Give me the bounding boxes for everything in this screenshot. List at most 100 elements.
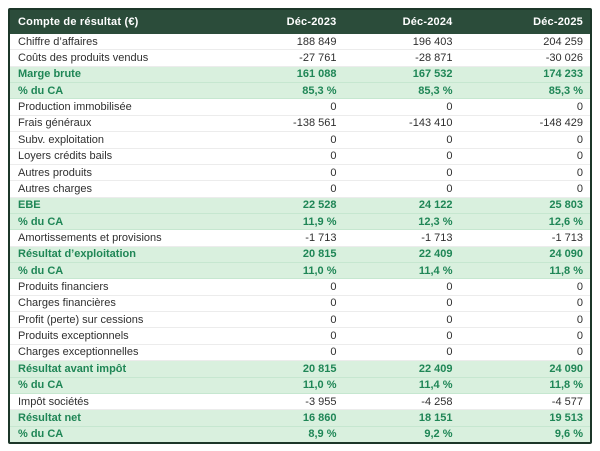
- row-label: Subv. exploitation: [10, 131, 254, 149]
- row-label: % du CA: [10, 262, 254, 280]
- row-value: 196 403: [343, 34, 460, 51]
- row-label: Produits exceptionnels: [10, 327, 254, 345]
- row-value: 85,3 %: [253, 82, 344, 100]
- row-value: 85,3 %: [343, 82, 460, 100]
- row-value: 174 233: [459, 66, 590, 84]
- row-value: -143 410: [343, 115, 460, 133]
- table-row: Autres produits 0 0 0: [10, 164, 590, 182]
- row-value: 11,8 %: [459, 377, 590, 394]
- row-value: 11,0 %: [253, 377, 344, 394]
- row-label: Charges exceptionnelles: [10, 344, 254, 362]
- row-value: 12,6 %: [459, 213, 590, 231]
- row-value: -4 577: [459, 393, 590, 411]
- row-value: -30 026: [459, 49, 590, 67]
- row-label: Marge brute: [10, 66, 254, 84]
- row-value: 204 259: [459, 34, 590, 51]
- row-value: 0: [253, 148, 344, 165]
- row-value: -148 429: [459, 115, 590, 133]
- table-row: Frais généraux -138 561 -143 410 -148 429: [10, 115, 590, 133]
- table-row: Charges exceptionnelles 0 0 0: [10, 344, 590, 362]
- summary-row: % du CA 11,0 % 11,4 % 11,8 %: [10, 377, 590, 394]
- row-label: Profit (perte) sur cessions: [10, 311, 254, 329]
- table-row: Produits exceptionnels 0 0 0: [10, 327, 590, 345]
- row-value: 167 532: [343, 66, 460, 84]
- row-value: -4 258: [343, 393, 460, 411]
- summary-row: Résultat d’exploitation 20 815 22 409 24 09…: [10, 246, 590, 264]
- row-value: -1 713: [459, 229, 590, 247]
- summary-row: Résultat net 16 860 18 151 19 513: [10, 409, 590, 427]
- row-value: 0: [343, 131, 460, 149]
- row-label: % du CA: [10, 213, 254, 231]
- row-value: 0: [253, 98, 344, 116]
- row-value: -28 871: [343, 49, 460, 67]
- row-value: 8,9 %: [253, 426, 344, 442]
- row-value: 24 122: [343, 197, 460, 214]
- table-row: Coûts des produits vendus -27 761 -28 871-…: [10, 49, 590, 67]
- row-value: 16 860: [253, 409, 344, 427]
- row-value: 20 815: [253, 360, 344, 378]
- row-value: -27 761: [253, 49, 344, 67]
- table-row: Loyers crédits bails 0 0 0: [10, 148, 590, 165]
- table-row: Amortissements et provisions -1 713 -1 713…: [10, 229, 590, 247]
- summary-row: % du CA 8,9 % 9,2 % 9,6 %: [10, 426, 590, 442]
- summary-row: % du CA 85,3 % 85,3 % 85,3 %: [10, 82, 590, 100]
- row-value: 0: [459, 180, 590, 198]
- row-label: Impôt sociétés: [10, 393, 254, 411]
- row-value: -3 955: [253, 393, 344, 411]
- row-value: 11,4 %: [343, 377, 460, 394]
- row-label: Résultat d’exploitation: [10, 246, 254, 264]
- summary-row: % du CA 11,9 % 12,3 % 12,6 %: [10, 213, 590, 231]
- row-value: 9,2 %: [343, 426, 460, 442]
- table-row: Subv. exploitation 0 0 0: [10, 131, 590, 149]
- row-label: Frais généraux: [10, 115, 254, 133]
- table-row: Charges financières 0 0 0: [10, 295, 590, 313]
- row-value: 0: [343, 148, 460, 165]
- income-statement-table: Compte de résultat (€) Déc-2023 Déc-2024…: [8, 8, 592, 444]
- row-value: 0: [343, 295, 460, 313]
- row-value: 0: [343, 164, 460, 182]
- row-value: 0: [459, 327, 590, 345]
- row-value: 0: [253, 327, 344, 345]
- row-label: Production immobilisée: [10, 98, 254, 116]
- row-value: 0: [253, 344, 344, 362]
- row-label: Chiffre d’affaires: [10, 34, 254, 51]
- row-label: Amortissements et provisions: [10, 229, 254, 247]
- row-value: 85,3 %: [459, 82, 590, 100]
- row-value: 11,8 %: [459, 262, 590, 280]
- row-value: 22 528: [253, 197, 344, 214]
- row-value: 0: [253, 295, 344, 313]
- row-value: 22 409: [343, 246, 460, 264]
- row-label: Autres produits: [10, 164, 254, 182]
- summary-row: % du CA 11,0 % 11,4 % 11,8 %: [10, 262, 590, 280]
- row-value: 0: [459, 344, 590, 362]
- row-value: 0: [459, 311, 590, 329]
- row-value: 18 151: [343, 409, 460, 427]
- row-label: Coûts des produits vendus: [10, 49, 254, 67]
- row-value: 0: [343, 278, 460, 296]
- summary-row: EBE 22 528 24 122 25 803: [10, 197, 590, 214]
- summary-row: Marge brute 161 088 167 532 174 233: [10, 66, 590, 84]
- row-value: 0: [459, 131, 590, 149]
- row-value: 24 090: [459, 246, 590, 264]
- header-col-dec-2024: Déc-2024: [343, 10, 460, 34]
- header-col-dec-2025: Déc-2025: [459, 10, 590, 34]
- row-value: 0: [253, 180, 344, 198]
- income-statement: Compte de résultat (€) Déc-2023 Déc-2024…: [10, 10, 590, 442]
- table-body: Chiffre d’affaires 188 849 196 403 204 259 C…: [10, 34, 590, 442]
- row-value: 19 513: [459, 409, 590, 427]
- table-row: Autres charges 0 0 0: [10, 180, 590, 198]
- row-label: Résultat avant impôt: [10, 360, 254, 378]
- row-label: Loyers crédits bails: [10, 148, 254, 165]
- row-value: 0: [459, 295, 590, 313]
- row-value: 0: [253, 131, 344, 149]
- row-label: EBE: [10, 197, 254, 214]
- row-value: 0: [253, 278, 344, 296]
- row-value: 11,9 %: [253, 213, 344, 231]
- table-row: Profit (perte) sur cessions 0 0 0: [10, 311, 590, 329]
- row-value: 24 090: [459, 360, 590, 378]
- row-label: Résultat net: [10, 409, 254, 427]
- table-row: Impôt sociétés -3 955 -4 258 -4 577: [10, 393, 590, 411]
- row-value: 9,6 %: [459, 426, 590, 442]
- row-value: 0: [253, 311, 344, 329]
- row-label: Charges financières: [10, 295, 254, 313]
